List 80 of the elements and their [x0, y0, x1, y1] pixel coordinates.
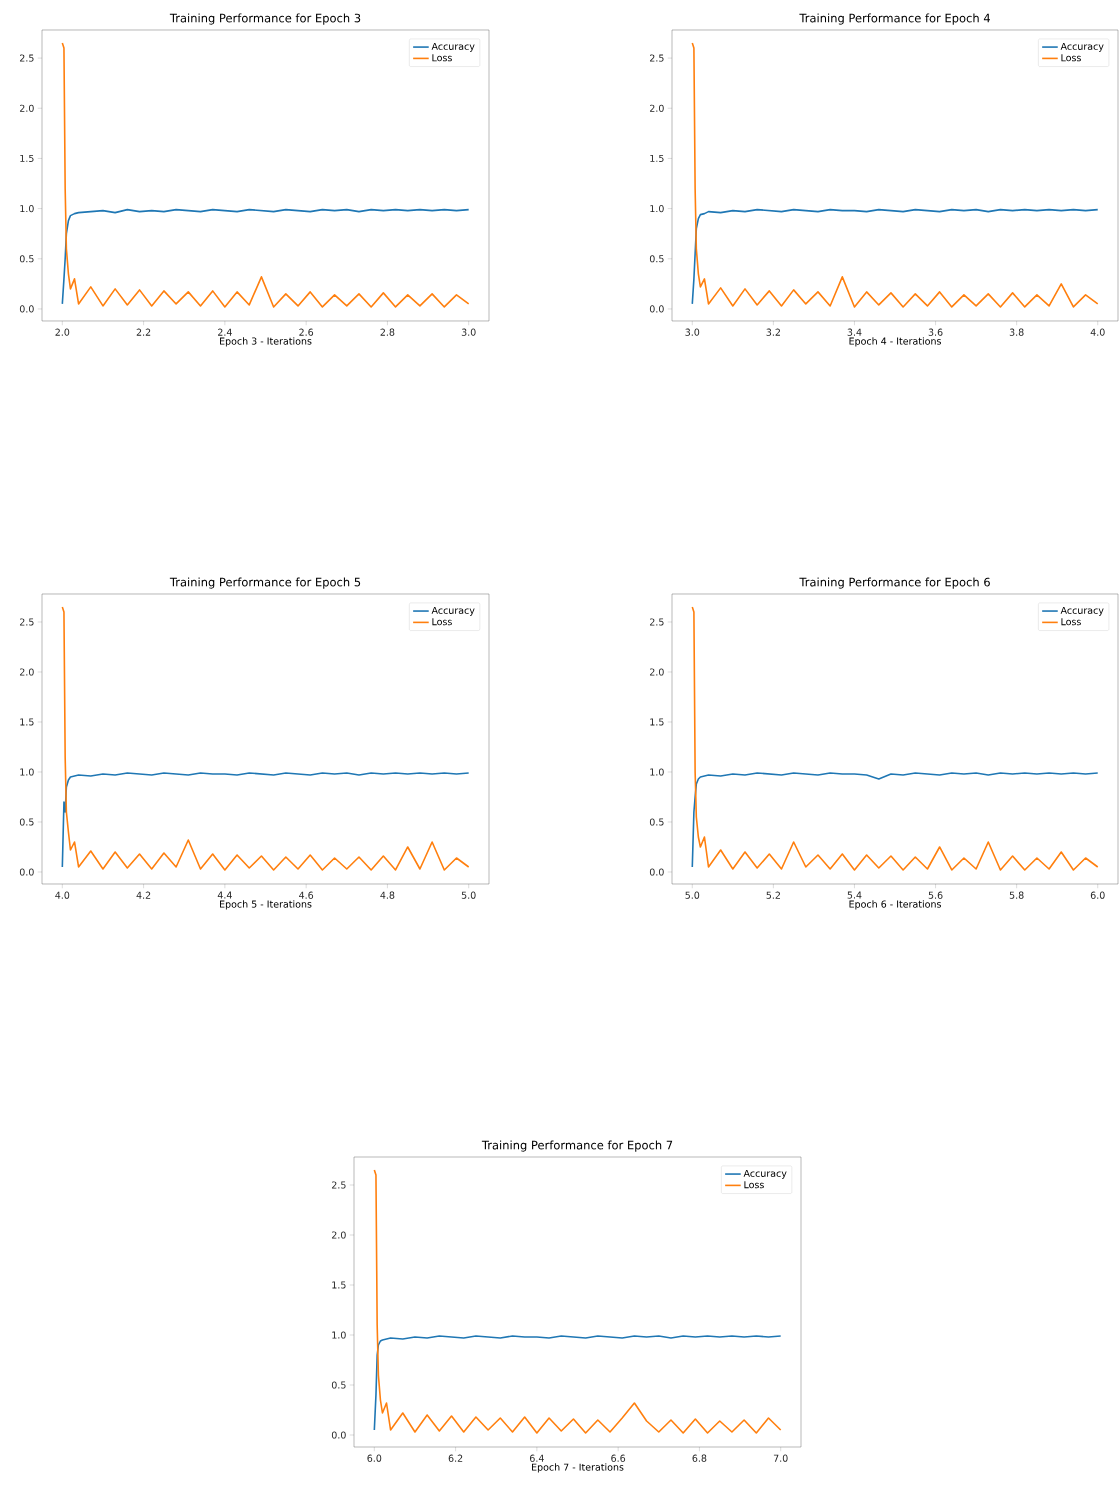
chart-title: Training Performance for Epoch 6	[799, 577, 990, 589]
x-tick-label: 5.8	[1009, 891, 1024, 899]
x-tick-label: 4.8	[380, 891, 395, 899]
x-tick-label: 5.0	[685, 891, 700, 899]
x-tick-label: 6.6	[611, 1454, 626, 1462]
y-tick-label: 2.5	[19, 54, 34, 62]
y-tick-label: 0.5	[331, 1381, 346, 1389]
legend-label: Loss	[1061, 618, 1081, 626]
y-tick-label: 1.0	[650, 205, 664, 213]
x-tick-label: 2.0	[55, 328, 70, 336]
x-tick-label: 5.4	[847, 891, 862, 899]
x-tick-label: 4.6	[299, 891, 314, 899]
y-tick-label: 2.0	[19, 668, 34, 676]
x-tick-label: 2.6	[299, 328, 314, 336]
x-tick-label: 6.0	[1090, 891, 1105, 899]
chart-title: Training Performance for Epoch 5	[169, 577, 361, 589]
x-tick-label: 5.6	[928, 891, 943, 899]
chart-title: Training Performance for Epoch 3	[169, 13, 361, 25]
x-tick-label: 2.4	[218, 328, 232, 336]
x-tick-label: 7.0	[773, 1454, 788, 1462]
y-tick-label: 2.5	[19, 618, 34, 626]
y-tick-label: 1.0	[20, 768, 34, 776]
y-tick-label: 2.5	[331, 1181, 346, 1189]
x-tick-label: 3.4	[847, 328, 862, 336]
x-tick-label: 3.0	[461, 328, 476, 336]
x-tick-label: 4.0	[1090, 328, 1105, 336]
x-tick-label: 2.2	[136, 328, 151, 336]
y-tick-label: 1.5	[650, 154, 664, 162]
y-tick-label: 0.0	[649, 305, 664, 313]
y-tick-label: 2.0	[331, 1231, 346, 1239]
y-tick-label: 2.0	[649, 104, 664, 112]
y-tick-label: 1.0	[20, 205, 34, 213]
x-axis-title: Epoch 5 - Iterations	[220, 900, 312, 910]
x-axis-title: Epoch 3 - Iterations	[220, 337, 312, 347]
y-tick-label: 2.0	[649, 668, 664, 676]
y-tick-label: 0.5	[19, 818, 34, 826]
y-tick-label: 2.0	[19, 104, 34, 112]
x-tick-label: 5.0	[461, 891, 476, 899]
y-tick-label: 0.5	[19, 255, 34, 263]
legend-label: Accuracy	[743, 1169, 787, 1179]
x-axis-title: Epoch 6 - Iterations	[849, 900, 941, 910]
x-tick-label: 5.2	[766, 891, 780, 899]
legend-label: Loss	[1061, 54, 1081, 62]
x-axis-title: Epoch 7 - Iterations	[532, 1463, 624, 1473]
chart-title: Training Performance for Epoch 4	[799, 13, 990, 25]
legend-label: Loss	[432, 618, 452, 626]
y-tick-label: 2.5	[649, 54, 664, 62]
x-tick-label: 3.0	[685, 328, 700, 336]
x-tick-label: 3.6	[928, 328, 943, 336]
y-tick-label: 0.5	[649, 255, 664, 263]
x-axis-title: Epoch 4 - Iterations	[849, 337, 941, 347]
y-tick-label: 1.5	[650, 718, 664, 726]
x-tick-label: 3.2	[766, 328, 780, 336]
legend-label: Accuracy	[431, 606, 475, 616]
y-tick-label: 0.0	[331, 1431, 346, 1439]
y-tick-label: 1.5	[20, 718, 34, 726]
legend-label: Loss	[432, 54, 452, 62]
x-tick-label: 2.8	[380, 328, 395, 336]
y-tick-label: 1.0	[332, 1331, 346, 1339]
y-tick-label: 0.5	[649, 818, 664, 826]
x-tick-label: 3.8	[1009, 328, 1024, 336]
x-tick-label: 6.0	[367, 1454, 382, 1462]
x-tick-label: 4.0	[55, 891, 70, 899]
y-tick-label: 1.5	[20, 154, 34, 162]
y-tick-label: 0.0	[649, 868, 664, 876]
legend-label: Accuracy	[1060, 42, 1104, 52]
x-tick-label: 4.2	[136, 891, 151, 899]
legend-label: Accuracy	[1060, 606, 1104, 616]
x-tick-label: 6.4	[529, 1454, 544, 1462]
y-tick-label: 2.5	[649, 618, 664, 626]
y-tick-label: 0.0	[19, 305, 34, 313]
y-tick-label: 1.5	[332, 1281, 346, 1289]
legend-label: Accuracy	[431, 42, 475, 52]
legend-label: Loss	[744, 1181, 764, 1189]
x-tick-label: 4.4	[217, 891, 232, 899]
x-tick-label: 6.2	[448, 1454, 463, 1462]
y-tick-label: 1.0	[650, 768, 664, 776]
y-tick-label: 0.0	[19, 868, 34, 876]
chart-title: Training Performance for Epoch 7	[481, 1140, 673, 1152]
x-tick-label: 6.8	[692, 1454, 707, 1462]
